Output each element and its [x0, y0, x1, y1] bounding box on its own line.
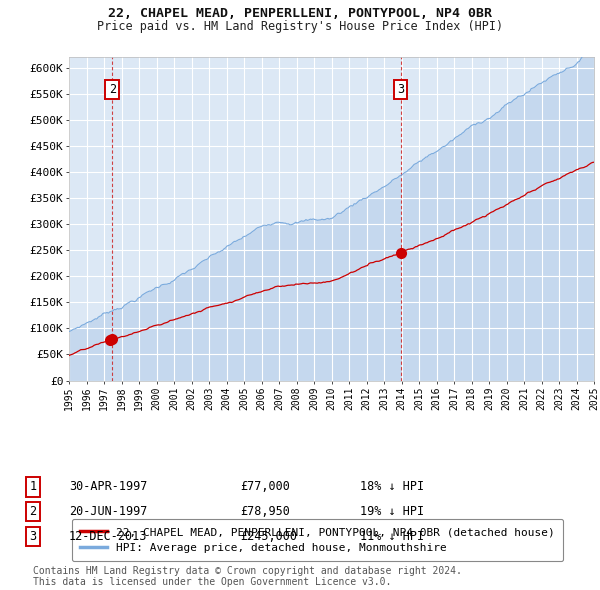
Text: 3: 3 — [397, 83, 404, 96]
Text: 20-JUN-1997: 20-JUN-1997 — [69, 505, 148, 518]
Text: Contains HM Land Registry data © Crown copyright and database right 2024.: Contains HM Land Registry data © Crown c… — [33, 566, 462, 576]
Text: 1: 1 — [29, 480, 37, 493]
Legend: 22, CHAPEL MEAD, PENPERLLENI, PONTYPOOL, NP4 0BR (detached house), HPI: Average : 22, CHAPEL MEAD, PENPERLLENI, PONTYPOOL,… — [72, 519, 563, 561]
Text: This data is licensed under the Open Government Licence v3.0.: This data is licensed under the Open Gov… — [33, 577, 391, 587]
Text: 2: 2 — [29, 505, 37, 518]
Text: £78,950: £78,950 — [240, 505, 290, 518]
Text: 30-APR-1997: 30-APR-1997 — [69, 480, 148, 493]
Text: 18% ↓ HPI: 18% ↓ HPI — [360, 480, 424, 493]
Text: Price paid vs. HM Land Registry's House Price Index (HPI): Price paid vs. HM Land Registry's House … — [97, 20, 503, 33]
Text: £77,000: £77,000 — [240, 480, 290, 493]
Text: 12-DEC-2013: 12-DEC-2013 — [69, 530, 148, 543]
Text: 2: 2 — [109, 83, 116, 96]
Text: 19% ↓ HPI: 19% ↓ HPI — [360, 505, 424, 518]
Text: 22, CHAPEL MEAD, PENPERLLENI, PONTYPOOL, NP4 0BR: 22, CHAPEL MEAD, PENPERLLENI, PONTYPOOL,… — [108, 7, 492, 20]
Text: £245,000: £245,000 — [240, 530, 297, 543]
Text: 3: 3 — [29, 530, 37, 543]
Text: 11% ↓ HPI: 11% ↓ HPI — [360, 530, 424, 543]
